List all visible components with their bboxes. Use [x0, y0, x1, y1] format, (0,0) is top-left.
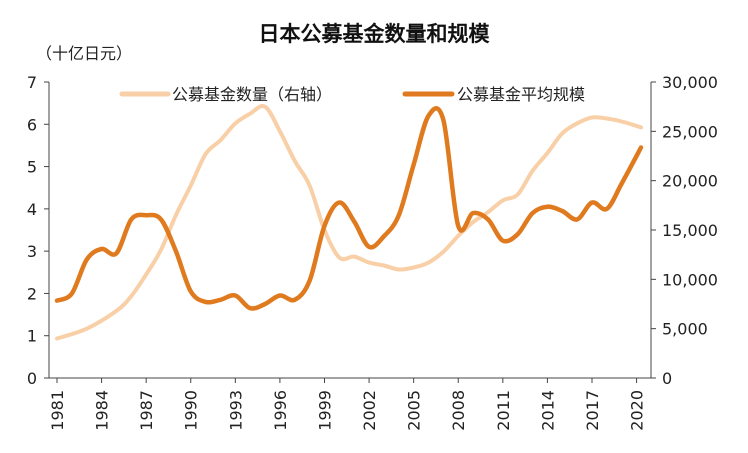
x-tick-label: 2002 [360, 390, 379, 431]
x-tick-label: 2008 [449, 390, 468, 431]
x-tick-label: 2014 [538, 390, 557, 431]
x-tick-label: 1984 [93, 390, 112, 431]
right-tick-label: 30,000 [662, 73, 718, 92]
series-line-average-size [54, 106, 644, 311]
legend: 公募基金数量（右轴） 公募基金平均规模 [119, 85, 585, 104]
x-tick-label: 1999 [315, 390, 334, 431]
left-axis-unit: （十亿日元） [36, 44, 132, 63]
x-tick-label: 2005 [405, 390, 424, 431]
right-tick-label: 0 [662, 369, 672, 388]
right-tick-label: 15,000 [662, 221, 718, 240]
left-tick-label: 0 [27, 369, 37, 388]
left-tick-label: 3 [27, 242, 37, 261]
left-tick-label: 7 [27, 73, 37, 92]
x-tick-label: 2017 [583, 390, 602, 431]
x-tick-label: 1993 [226, 390, 245, 431]
x-axis: 1981 1984 1987 1990 1993 1996 1999 2002 2005 2008… [48, 377, 651, 431]
series-line-fund-count [55, 104, 643, 341]
x-tick-label: 1990 [182, 390, 201, 431]
left-axis: 0 1 2 3 4 5 6 7 [27, 73, 50, 388]
series-layer [54, 104, 644, 341]
right-tick-label: 20,000 [662, 172, 718, 191]
legend-label-average-size: 公募基金平均规模 [457, 85, 585, 104]
x-tick-label: 1987 [137, 390, 156, 431]
right-tick-label: 25,000 [662, 122, 718, 141]
left-tick-label: 2 [27, 284, 37, 303]
legend-label-fund-count: 公募基金数量（右轴） [172, 85, 332, 104]
left-tick-label: 4 [27, 200, 37, 219]
left-tick-label: 1 [27, 327, 37, 346]
x-tick-label: 1996 [271, 390, 290, 431]
x-tick-label: 2020 [628, 390, 647, 431]
left-tick-label: 5 [27, 158, 37, 177]
right-tick-label: 10,000 [662, 270, 718, 289]
x-tick-label: 1981 [48, 390, 67, 431]
left-tick-label: 6 [27, 115, 37, 134]
right-axis: 0 5,000 10,000 15,000 20,000 25,000 30,000 [650, 73, 718, 388]
right-tick-label: 5,000 [662, 320, 708, 339]
chart-title: 日本公募基金数量和规模 [259, 22, 491, 46]
x-tick-label: 2011 [494, 390, 513, 431]
